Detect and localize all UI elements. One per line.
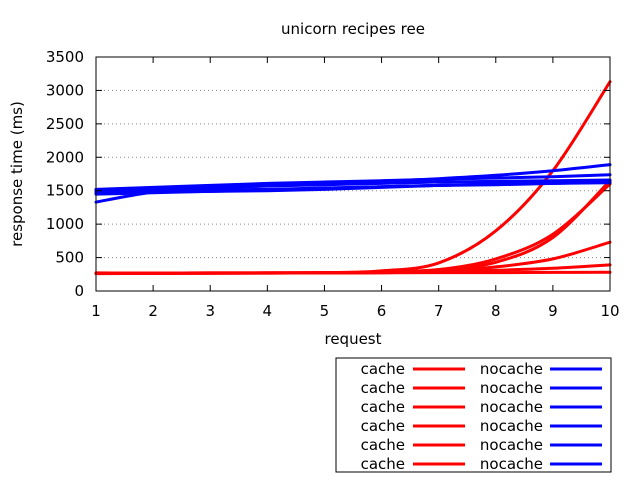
y-tick-label: 1000 bbox=[46, 215, 84, 233]
legend-label-cache: cache bbox=[361, 417, 405, 435]
series-line-nocache-2 bbox=[94, 173, 612, 191]
series-line-nocache-6 bbox=[94, 180, 612, 193]
x-tick-label: 2 bbox=[148, 302, 158, 320]
x-tick-label: 6 bbox=[377, 302, 387, 320]
legend-label-nocache: nocache bbox=[480, 398, 543, 416]
y-tick-label: 2000 bbox=[46, 148, 84, 166]
x-tick-label: 3 bbox=[205, 302, 215, 320]
y-tick-label: 2500 bbox=[46, 115, 84, 133]
y-tick-label: 500 bbox=[55, 249, 84, 267]
legend-label-cache: cache bbox=[361, 360, 405, 378]
gridlines bbox=[96, 89, 610, 259]
y-tick-label: 3500 bbox=[46, 48, 84, 66]
legend-label-nocache: nocache bbox=[480, 436, 543, 454]
y-tick-label: 0 bbox=[74, 282, 84, 300]
legend-box bbox=[335, 357, 612, 473]
legend-label-cache: cache bbox=[361, 455, 405, 473]
legend-label-cache: cache bbox=[361, 398, 405, 416]
chart-title: unicorn recipes ree bbox=[281, 20, 425, 38]
series-lines bbox=[94, 80, 612, 276]
y-axis-label: response time (ms) bbox=[8, 101, 26, 247]
legend-label-nocache: nocache bbox=[480, 417, 543, 435]
x-tick-label: 4 bbox=[263, 302, 273, 320]
y-tick-label: 3000 bbox=[46, 81, 84, 99]
x-tick-label: 1 bbox=[91, 302, 101, 320]
x-axis-label: request bbox=[324, 330, 381, 348]
axis-ticks: 0 500 1000 1500 2000 2500 3000 3500 1 2 3 4 5 6 7 8 9 10 bbox=[46, 48, 620, 320]
legend-label-nocache: nocache bbox=[480, 379, 543, 397]
x-tick-label: 9 bbox=[548, 302, 558, 320]
series-line-cache-2 bbox=[94, 182, 612, 276]
legend-label-nocache: nocache bbox=[480, 360, 543, 378]
x-tick-label: 5 bbox=[320, 302, 330, 320]
x-tick-label: 8 bbox=[491, 302, 501, 320]
legend-label-nocache: nocache bbox=[480, 455, 543, 473]
x-tick-label: 10 bbox=[600, 302, 619, 320]
legend-label-cache: cache bbox=[361, 379, 405, 397]
legend-label-cache: cache bbox=[361, 436, 405, 454]
legend: cache nocache cache nocache cache nocache cach… bbox=[335, 357, 612, 473]
plot-frame bbox=[95, 56, 611, 292]
series-line-cache-6 bbox=[94, 270, 612, 275]
y-tick-label: 1500 bbox=[46, 182, 84, 200]
x-tick-label: 7 bbox=[434, 302, 444, 320]
